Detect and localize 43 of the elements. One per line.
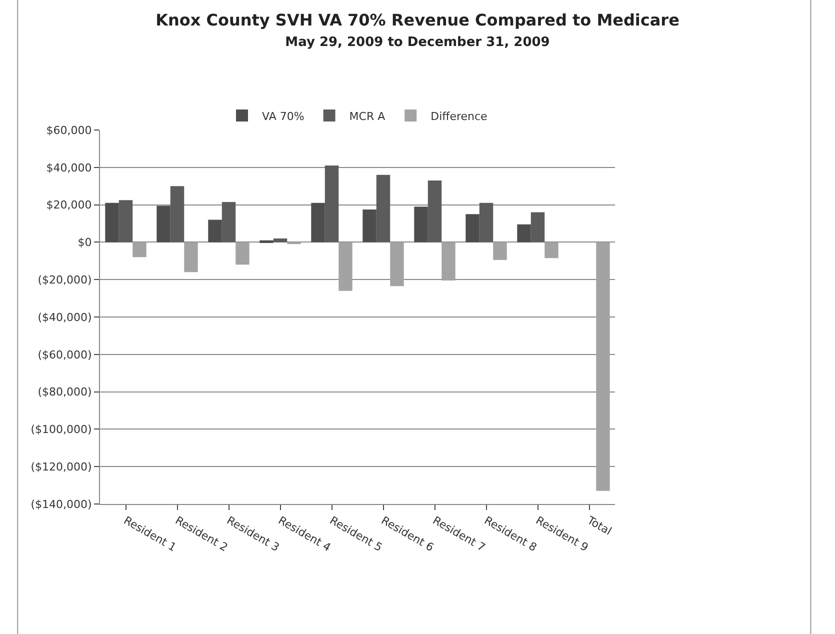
bar: [544, 242, 558, 258]
bar: [236, 242, 250, 265]
y-tick-label: ($100,000): [30, 423, 92, 436]
bar: [428, 180, 442, 242]
chart-subtitle: May 29, 2009 to December 31, 2009: [285, 35, 550, 50]
bar: [208, 220, 222, 242]
y-tick-label: ($60,000): [38, 348, 92, 362]
bar: [156, 206, 170, 242]
bar: [466, 214, 480, 242]
bar: [105, 202, 119, 242]
bar: [324, 166, 339, 242]
legend-label: Difference: [430, 110, 488, 123]
bar: [118, 200, 133, 242]
chart-title: Knox County SVH VA 70% Revenue Compared to Medicare: [156, 10, 680, 30]
bar: [311, 202, 325, 242]
y-tick-label: ($140,000): [30, 498, 92, 511]
bar: [442, 242, 456, 281]
bar: [260, 240, 274, 243]
bar: [596, 242, 610, 491]
bar: [390, 242, 404, 286]
bar: [493, 242, 507, 260]
bar: [338, 242, 352, 291]
y-tick-label: $40,000: [46, 161, 92, 174]
bar: [517, 224, 531, 242]
legend-label: VA 70%: [262, 110, 304, 123]
bar: [170, 186, 184, 242]
y-tick-label: ($120,000): [30, 460, 92, 474]
y-tick-label: ($80,000): [38, 386, 92, 399]
bar: [414, 206, 428, 242]
bar: [376, 174, 390, 242]
y-tick-label: ($40,000): [38, 310, 92, 324]
y-tick-label: ($20,000): [38, 273, 92, 286]
y-tick-label: $60,000: [46, 124, 92, 137]
bar: [530, 212, 545, 242]
bar: [273, 238, 288, 242]
bar: [184, 242, 198, 272]
bar: [362, 209, 376, 242]
legend-label: MCR A: [349, 110, 386, 123]
bar: [479, 202, 494, 242]
y-tick-label: $0: [78, 236, 92, 250]
bar: [222, 202, 236, 242]
bar: [132, 242, 146, 258]
y-tick-label: $20,000: [46, 198, 92, 212]
